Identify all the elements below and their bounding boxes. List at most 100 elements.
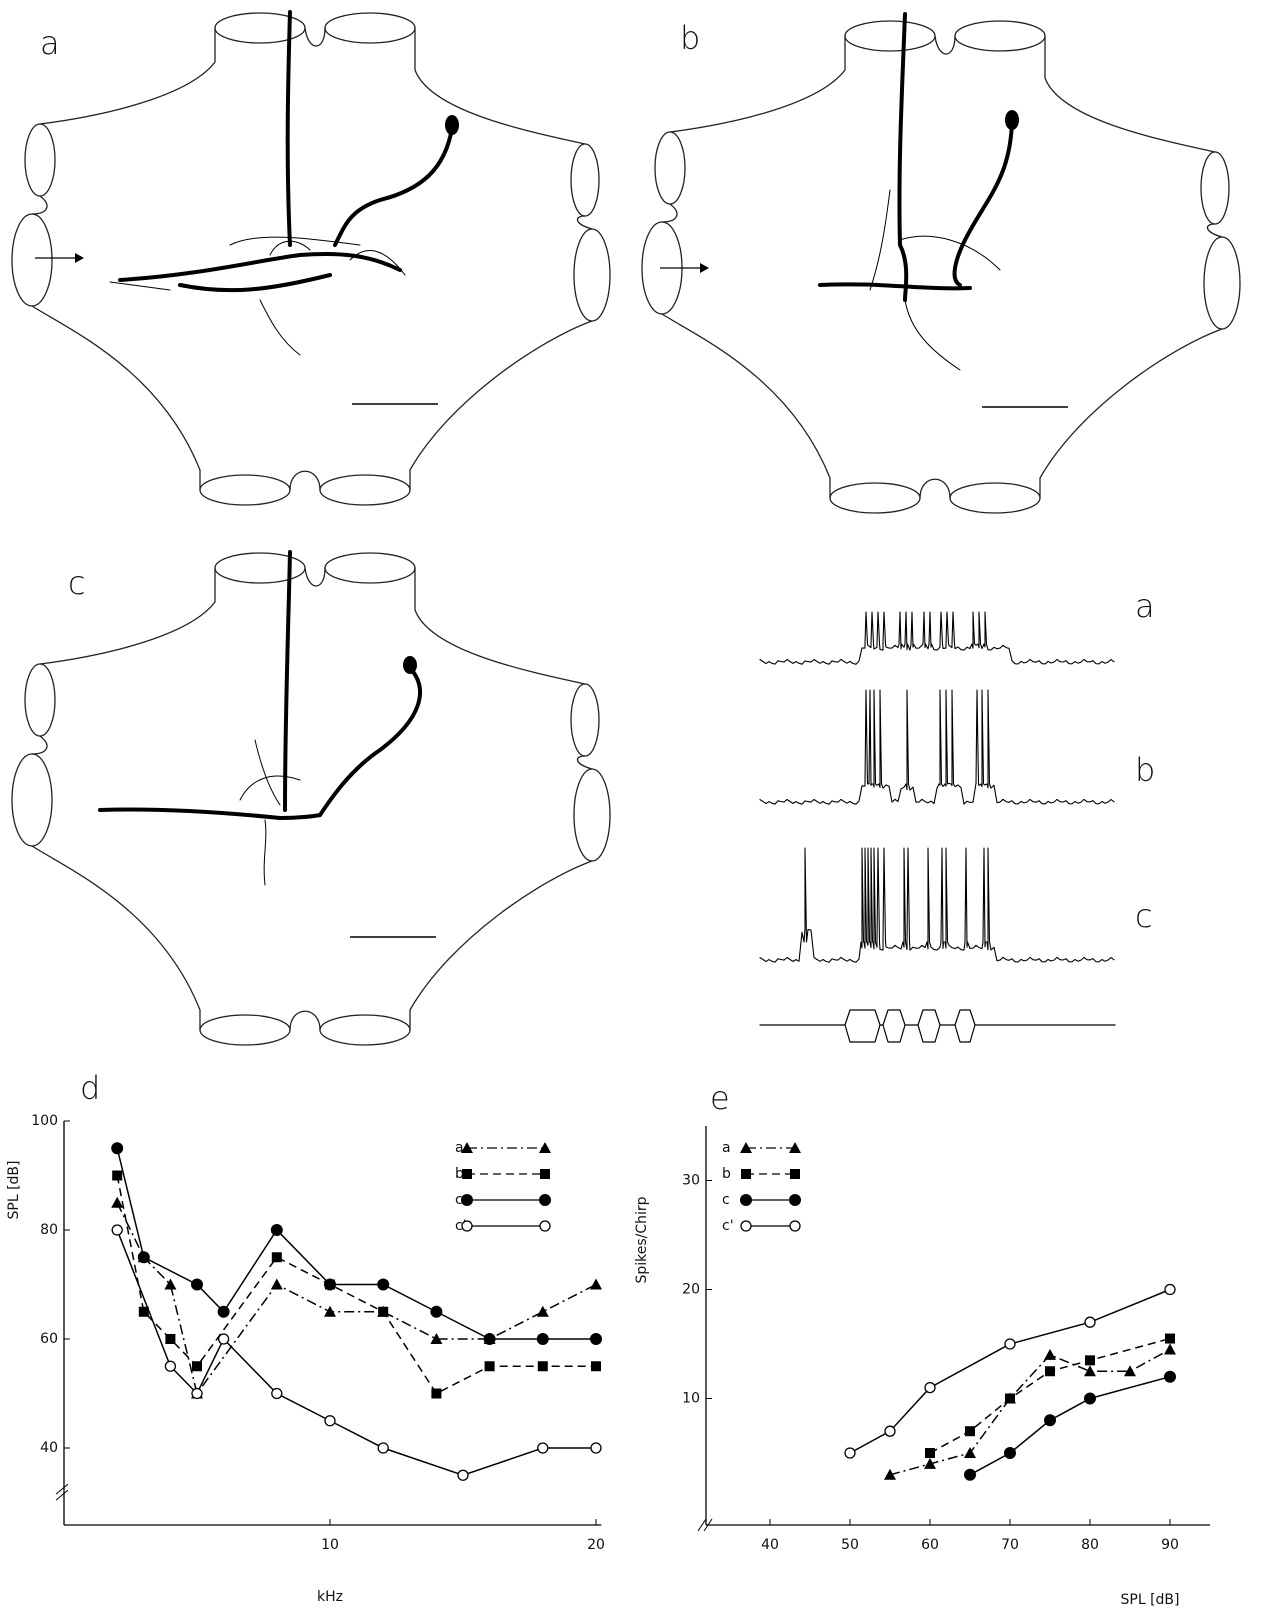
trace <box>760 848 1114 962</box>
marker <box>378 1443 388 1453</box>
marker <box>461 1194 473 1206</box>
y-tick-label: 10 <box>682 1391 700 1407</box>
marker <box>1005 1394 1015 1404</box>
x-tick-label: 40 <box>761 1537 779 1553</box>
marker <box>378 1307 388 1317</box>
y-axis-label: Spikes/Chirp <box>634 1196 650 1283</box>
panel-a: a <box>12 12 610 505</box>
marker <box>431 1389 441 1399</box>
marker <box>537 1333 549 1345</box>
marker <box>324 1279 336 1291</box>
marker <box>540 1169 550 1179</box>
marker <box>1164 1343 1176 1354</box>
marker <box>741 1221 751 1231</box>
marker <box>1084 1365 1096 1376</box>
soma <box>403 656 417 674</box>
series-line <box>117 1203 596 1394</box>
marker <box>1044 1349 1056 1360</box>
marker <box>165 1334 175 1344</box>
marker <box>272 1252 282 1262</box>
figure: a b c a b c d4060801001020kHzSPL [dB]abc… <box>0 0 1276 1615</box>
marker <box>1045 1366 1055 1376</box>
marker <box>458 1470 468 1480</box>
legend-label: c <box>722 1192 730 1208</box>
marker <box>192 1361 202 1371</box>
marker <box>539 1142 551 1153</box>
x-tick-label: 60 <box>921 1537 939 1553</box>
x-tick-label: 90 <box>1161 1537 1179 1553</box>
series-line <box>970 1377 1170 1475</box>
y-tick-label: 30 <box>682 1173 700 1189</box>
marker <box>845 1448 855 1458</box>
marker <box>885 1426 895 1436</box>
marker <box>964 1469 976 1481</box>
y-axis-label: SPL [dB] <box>6 1161 22 1220</box>
marker <box>590 1279 602 1290</box>
marker <box>741 1169 751 1179</box>
marker <box>111 1142 123 1154</box>
marker <box>1004 1447 1016 1459</box>
marker <box>271 1279 283 1290</box>
marker <box>430 1306 442 1318</box>
marker <box>1005 1339 1015 1349</box>
marker <box>485 1361 495 1371</box>
trace-label: c <box>1135 897 1153 935</box>
trace-label: a <box>1135 587 1155 625</box>
marker <box>538 1361 548 1371</box>
legend-label: c' <box>722 1218 734 1234</box>
marker <box>219 1334 229 1344</box>
marker <box>537 1306 549 1317</box>
y-tick-label: 60 <box>40 1331 58 1347</box>
marker <box>271 1224 283 1236</box>
marker <box>965 1426 975 1436</box>
marker <box>191 1279 203 1291</box>
x-tick-label: 80 <box>1081 1537 1099 1553</box>
x-tick-label: 10 <box>321 1537 339 1553</box>
marker <box>462 1169 472 1179</box>
soma <box>445 115 459 135</box>
y-tick-label: 100 <box>31 1113 58 1129</box>
marker <box>192 1389 202 1399</box>
panel-label: b <box>680 19 700 57</box>
marker <box>272 1389 282 1399</box>
marker <box>325 1416 335 1426</box>
legend-label: b <box>722 1166 731 1182</box>
marker <box>218 1306 230 1318</box>
panel-b: b <box>642 14 1240 513</box>
marker <box>540 1221 550 1231</box>
panel-label: d <box>80 1069 100 1107</box>
marker <box>1084 1393 1096 1405</box>
marker <box>1165 1334 1175 1344</box>
trace <box>760 612 1114 664</box>
marker <box>925 1448 935 1458</box>
marker <box>590 1333 602 1345</box>
marker <box>1085 1355 1095 1365</box>
x-tick-label: 70 <box>1001 1537 1019 1553</box>
panel-label: e <box>710 1079 730 1117</box>
soma <box>1005 110 1019 130</box>
marker <box>538 1443 548 1453</box>
panel-label: a <box>40 24 60 62</box>
marker <box>1044 1414 1056 1426</box>
y-tick-label: 40 <box>40 1440 58 1456</box>
stimulus <box>760 1010 1115 1042</box>
marker <box>164 1279 176 1290</box>
y-tick-label: 20 <box>682 1282 700 1298</box>
marker <box>925 1383 935 1393</box>
marker <box>112 1225 122 1235</box>
marker <box>790 1169 800 1179</box>
marker <box>539 1194 551 1206</box>
marker <box>484 1333 496 1345</box>
trace <box>760 690 1114 804</box>
legend-label: a <box>722 1140 731 1156</box>
marker <box>112 1171 122 1181</box>
series-line <box>117 1230 596 1475</box>
marker <box>790 1221 800 1231</box>
marker <box>1164 1371 1176 1383</box>
panel-c: c <box>12 552 610 1045</box>
x-axis-label: SPL [dB] <box>1121 1592 1180 1608</box>
marker <box>377 1279 389 1291</box>
trace-label: b <box>1135 751 1155 789</box>
y-tick-label: 80 <box>40 1222 58 1238</box>
marker <box>111 1197 123 1208</box>
